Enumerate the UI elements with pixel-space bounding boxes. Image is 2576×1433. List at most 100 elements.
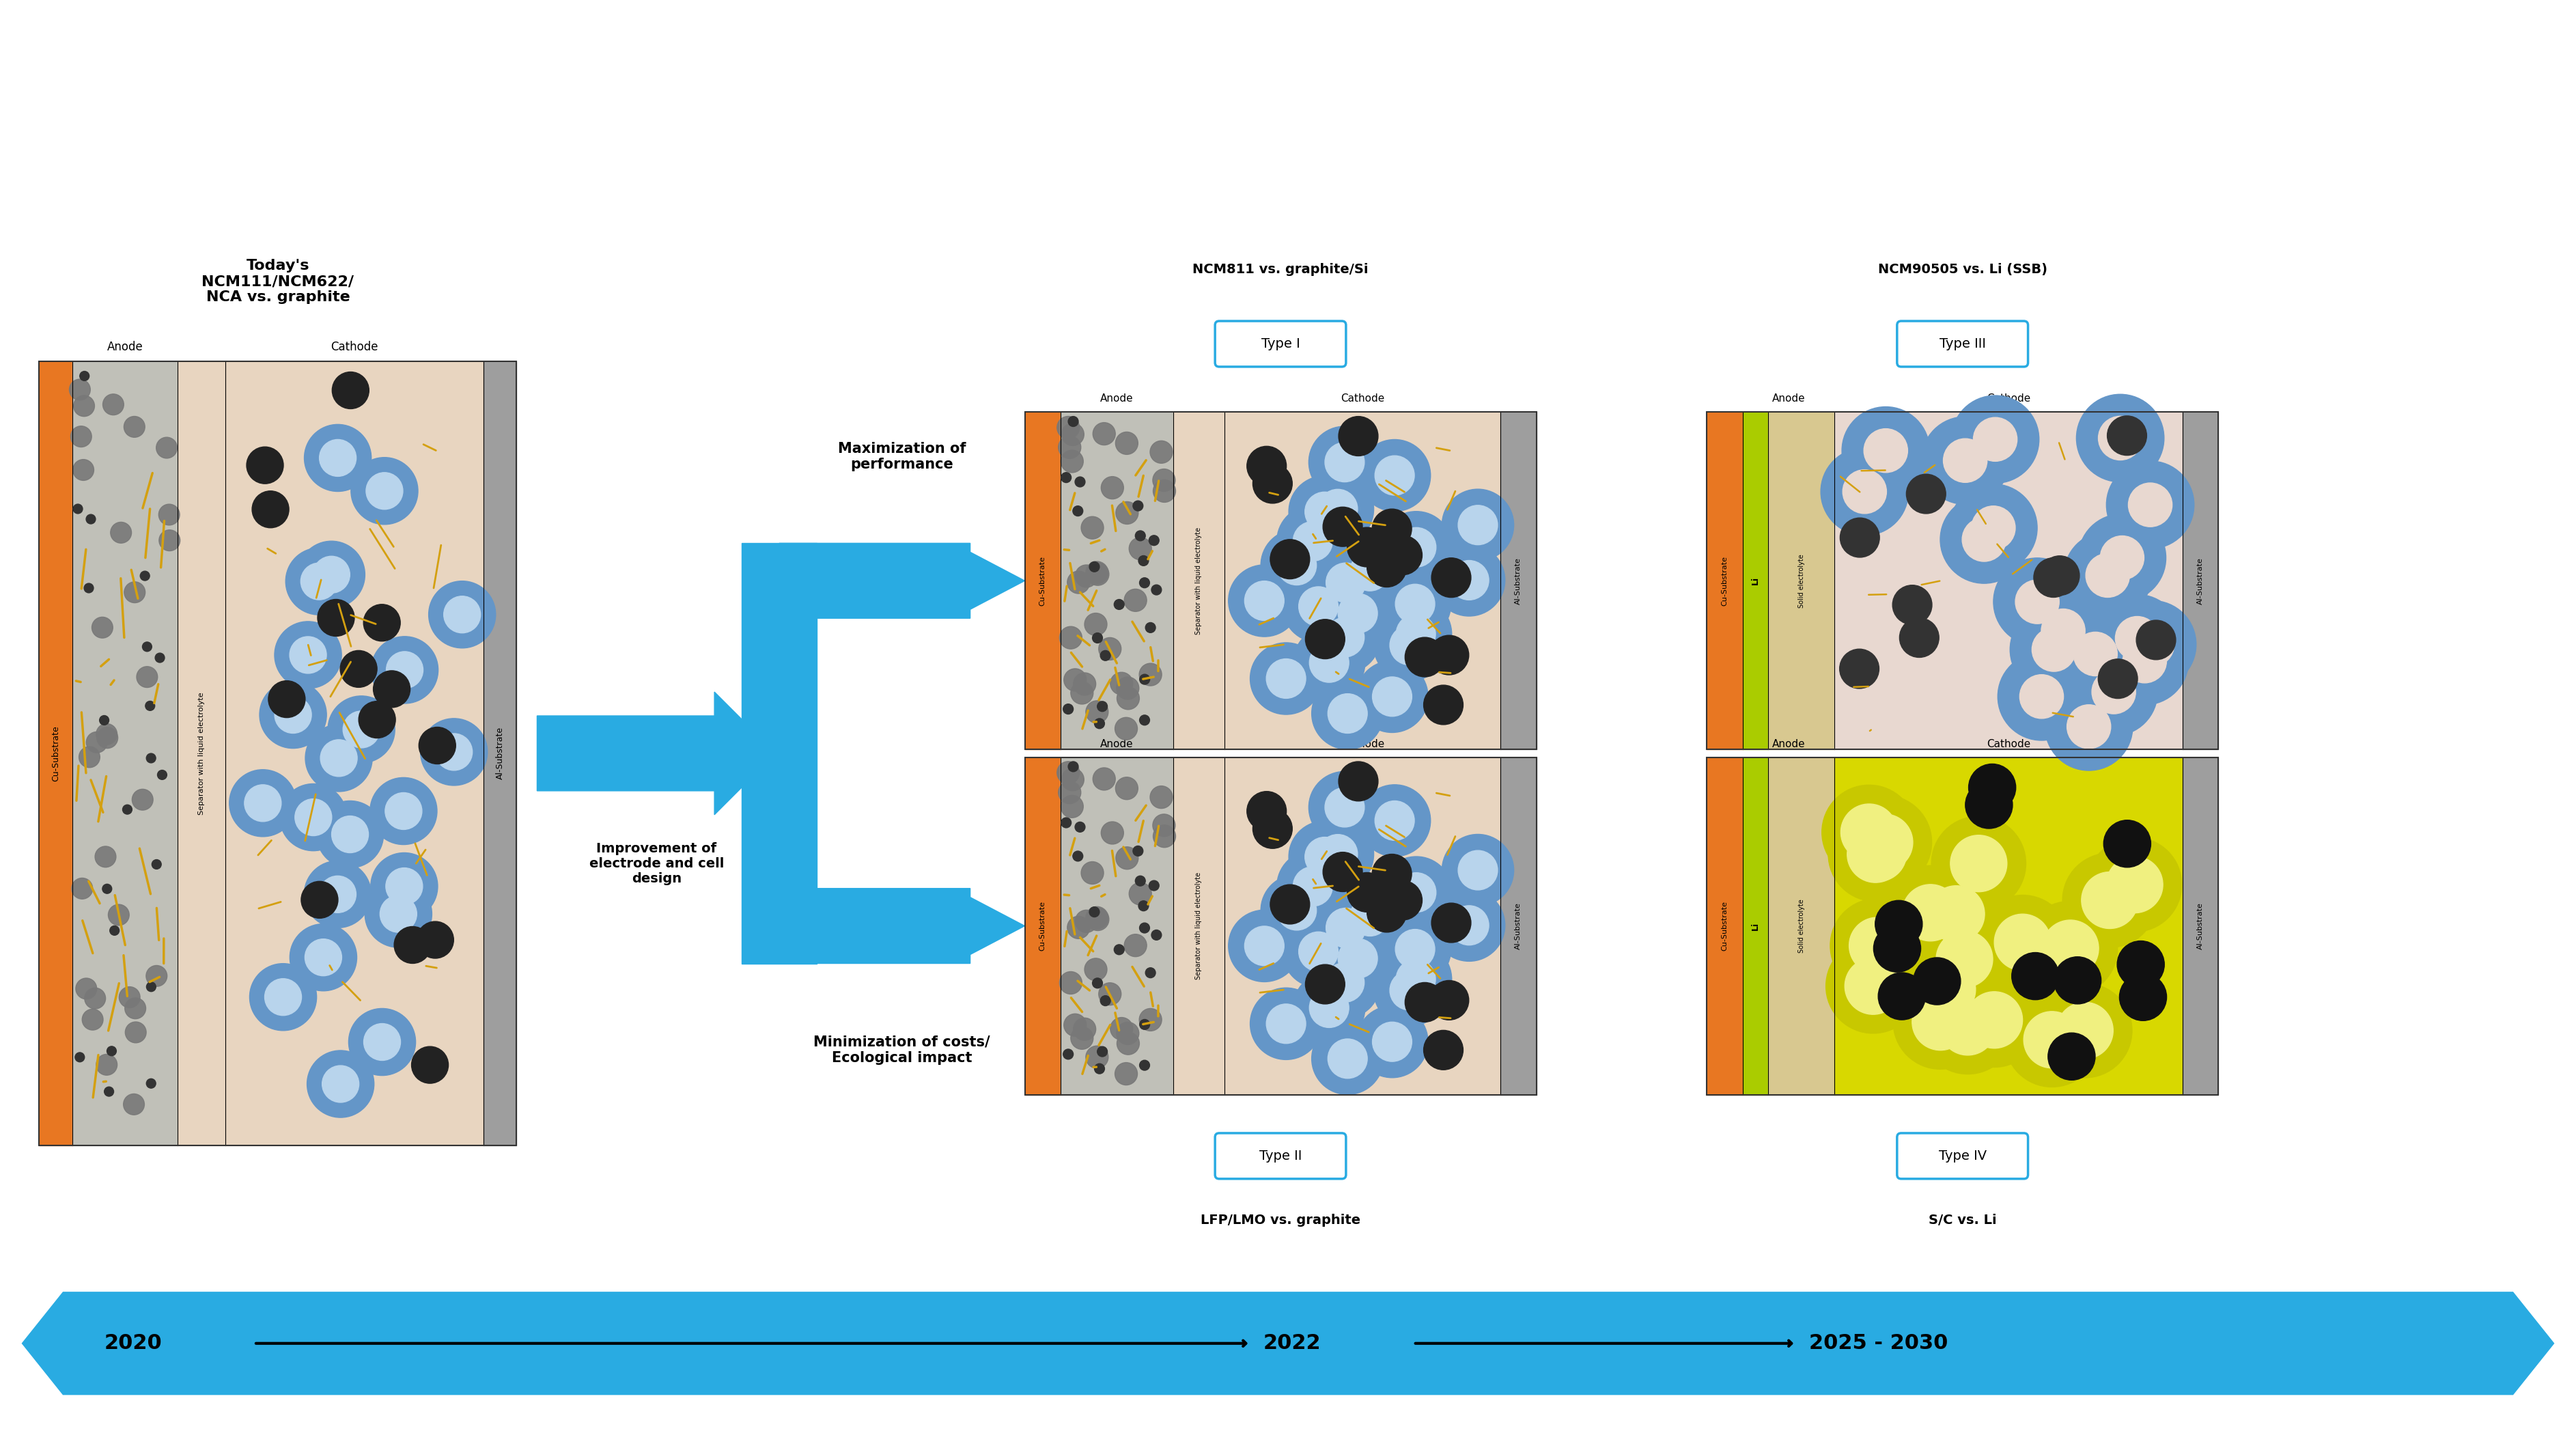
Circle shape — [1247, 791, 1285, 831]
Circle shape — [1826, 939, 1919, 1033]
Circle shape — [1376, 456, 1414, 496]
Text: Cathode: Cathode — [1340, 739, 1383, 749]
Circle shape — [379, 896, 417, 933]
Circle shape — [245, 785, 281, 821]
Text: 2020: 2020 — [103, 1334, 162, 1353]
Circle shape — [1391, 970, 1430, 1010]
Circle shape — [420, 718, 487, 785]
Circle shape — [1373, 954, 1445, 1026]
Circle shape — [85, 732, 108, 752]
Text: Al-Substrate: Al-Substrate — [495, 727, 505, 780]
Circle shape — [1283, 570, 1355, 642]
Circle shape — [1267, 1005, 1306, 1043]
Circle shape — [2071, 648, 2159, 735]
Circle shape — [1963, 517, 2007, 562]
Circle shape — [1311, 678, 1383, 749]
Circle shape — [1327, 563, 1365, 602]
Circle shape — [1309, 989, 1350, 1027]
Circle shape — [1875, 900, 1922, 947]
Circle shape — [304, 861, 371, 927]
Circle shape — [2076, 394, 2164, 481]
Circle shape — [1074, 565, 1097, 588]
Circle shape — [2107, 416, 2146, 456]
Circle shape — [1306, 837, 1345, 877]
Circle shape — [2087, 553, 2130, 598]
Circle shape — [1072, 851, 1082, 861]
Text: Cu-Substrate: Cu-Substrate — [1038, 556, 1046, 606]
Circle shape — [1100, 821, 1123, 844]
Circle shape — [1123, 934, 1146, 957]
FancyBboxPatch shape — [1216, 1134, 1347, 1179]
Circle shape — [289, 636, 327, 674]
Circle shape — [1084, 613, 1108, 636]
Circle shape — [1432, 890, 1504, 962]
Circle shape — [1151, 469, 1175, 492]
Circle shape — [1396, 615, 1435, 653]
Text: Improvement of
electrode and cell
design: Improvement of electrode and cell design — [590, 843, 724, 886]
Circle shape — [1095, 718, 1105, 728]
Circle shape — [144, 701, 155, 711]
Circle shape — [394, 927, 430, 963]
Circle shape — [1139, 556, 1149, 566]
Circle shape — [70, 426, 93, 447]
Circle shape — [1950, 835, 2007, 891]
Circle shape — [1056, 761, 1079, 784]
Circle shape — [1059, 626, 1082, 649]
Circle shape — [327, 696, 394, 762]
Text: Solid electrolyte: Solid electrolyte — [1798, 555, 1806, 608]
Text: Today's
NCM111/NCM622/
NCA vs. graphite: Today's NCM111/NCM622/ NCA vs. graphite — [201, 259, 353, 304]
Circle shape — [1821, 447, 1909, 536]
Circle shape — [1069, 417, 1079, 427]
Circle shape — [1283, 916, 1355, 987]
Circle shape — [95, 1055, 116, 1075]
Bar — [1708, 757, 1741, 1095]
Circle shape — [319, 876, 355, 913]
Circle shape — [1350, 897, 1388, 936]
Text: Cathode: Cathode — [1986, 394, 2030, 404]
Circle shape — [1381, 943, 1453, 1015]
Circle shape — [2099, 536, 2143, 580]
Text: Separator with liquid electrolyte: Separator with liquid electrolyte — [1195, 873, 1203, 980]
Circle shape — [1139, 715, 1149, 725]
Circle shape — [93, 618, 113, 638]
Circle shape — [1151, 585, 1162, 595]
Circle shape — [1319, 834, 1358, 874]
Circle shape — [1901, 943, 1994, 1036]
Circle shape — [1432, 903, 1471, 943]
Bar — [39, 361, 518, 1145]
Circle shape — [2107, 600, 2197, 688]
Circle shape — [1118, 686, 1139, 709]
Circle shape — [2053, 957, 2102, 1005]
Circle shape — [2087, 837, 2182, 931]
Circle shape — [1396, 960, 1435, 999]
Circle shape — [1278, 851, 1350, 923]
Circle shape — [2045, 682, 2133, 771]
Circle shape — [1847, 825, 1904, 883]
Circle shape — [1911, 993, 1968, 1050]
Circle shape — [1064, 669, 1087, 691]
Circle shape — [366, 880, 433, 947]
Bar — [1224, 413, 1499, 749]
Circle shape — [1113, 599, 1123, 609]
Circle shape — [1994, 557, 2081, 646]
Circle shape — [319, 440, 355, 476]
Circle shape — [2102, 618, 2190, 705]
Circle shape — [75, 396, 95, 417]
Text: Type IV: Type IV — [1940, 1149, 1986, 1162]
Circle shape — [147, 982, 157, 992]
Circle shape — [371, 853, 438, 920]
Circle shape — [1355, 661, 1427, 732]
Circle shape — [1432, 557, 1471, 598]
Bar — [2182, 757, 2218, 1095]
Circle shape — [1324, 788, 1365, 827]
Polygon shape — [536, 692, 775, 815]
Circle shape — [124, 805, 131, 814]
Text: Cathode: Cathode — [1340, 394, 1383, 404]
Circle shape — [1278, 546, 1316, 585]
Circle shape — [1334, 536, 1406, 608]
Text: Li: Li — [1752, 921, 1759, 930]
Text: Cathode: Cathode — [1986, 739, 2030, 749]
Circle shape — [1146, 967, 1157, 977]
Circle shape — [155, 653, 165, 662]
Text: Minimization of costs/
Ecological impact: Minimization of costs/ Ecological impact — [814, 1035, 989, 1065]
